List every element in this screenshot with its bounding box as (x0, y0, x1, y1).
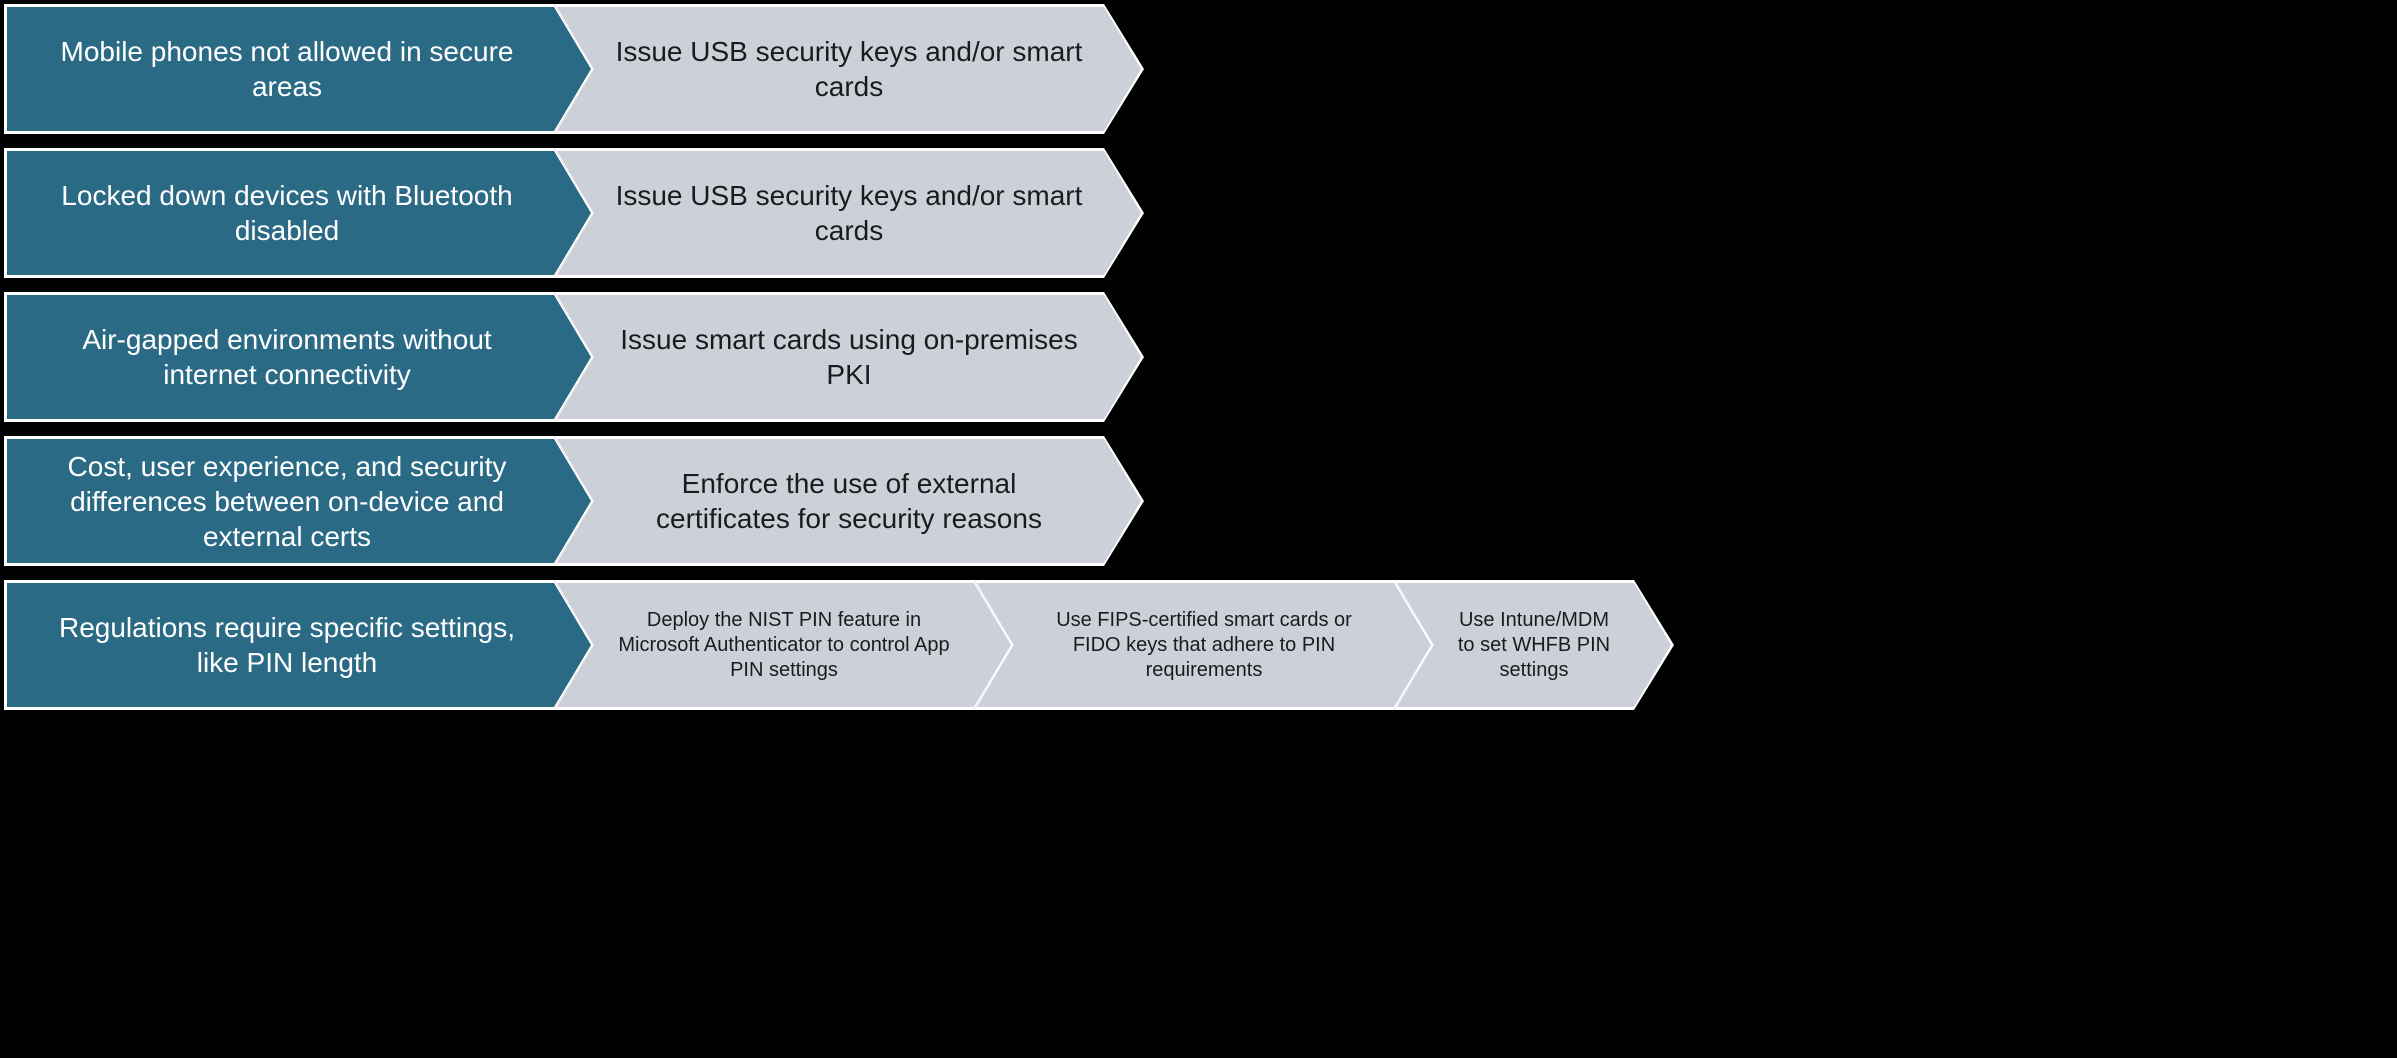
diagram-row: Locked down devices with Bluetooth disab… (4, 148, 2393, 278)
diagram-row: Mobile phones not allowed in secure area… (4, 4, 2393, 134)
decision-diagram: Mobile phones not allowed in secure area… (0, 0, 2397, 714)
condition-chevron: Locked down devices with Bluetooth disab… (4, 148, 594, 278)
action-chevron-label: Use FIPS-certified smart cards or FIDO k… (1031, 608, 1377, 683)
action-chevron: Issue smart cards using on-premises PKI (554, 292, 1144, 422)
condition-chevron-label: Mobile phones not allowed in secure area… (37, 34, 537, 104)
action-chevron-label: Deploy the NIST PIN feature in Microsoft… (611, 608, 957, 683)
action-chevron-label: Enforce the use of external certificates… (611, 466, 1087, 536)
condition-chevron-label: Regulations require specific settings, l… (37, 610, 537, 680)
condition-chevron-label: Locked down devices with Bluetooth disab… (37, 178, 537, 248)
condition-chevron: Air-gapped environments without internet… (4, 292, 594, 422)
action-chevron: Use FIPS-certified smart cards or FIDO k… (974, 580, 1434, 710)
action-chevron: Issue USB security keys and/or smart car… (554, 148, 1144, 278)
condition-chevron-label: Cost, user experience, and security diff… (37, 449, 537, 554)
action-chevron: Issue USB security keys and/or smart car… (554, 4, 1144, 134)
diagram-row: Cost, user experience, and security diff… (4, 436, 2393, 566)
condition-chevron: Regulations require specific settings, l… (4, 580, 594, 710)
action-chevron-label: Use Intune/MDM to set WHFB PIN settings (1451, 608, 1617, 683)
condition-chevron: Mobile phones not allowed in secure area… (4, 4, 594, 134)
action-chevron-label: Issue USB security keys and/or smart car… (611, 34, 1087, 104)
condition-chevron-label: Air-gapped environments without internet… (37, 322, 537, 392)
action-chevron-label: Issue USB security keys and/or smart car… (611, 178, 1087, 248)
action-chevron-label: Issue smart cards using on-premises PKI (611, 322, 1087, 392)
diagram-row: Air-gapped environments without internet… (4, 292, 2393, 422)
condition-chevron: Cost, user experience, and security diff… (4, 436, 594, 566)
diagram-row: Regulations require specific settings, l… (4, 580, 2393, 710)
action-chevron: Deploy the NIST PIN feature in Microsoft… (554, 580, 1014, 710)
action-chevron: Use Intune/MDM to set WHFB PIN settings (1394, 580, 1674, 710)
action-chevron: Enforce the use of external certificates… (554, 436, 1144, 566)
